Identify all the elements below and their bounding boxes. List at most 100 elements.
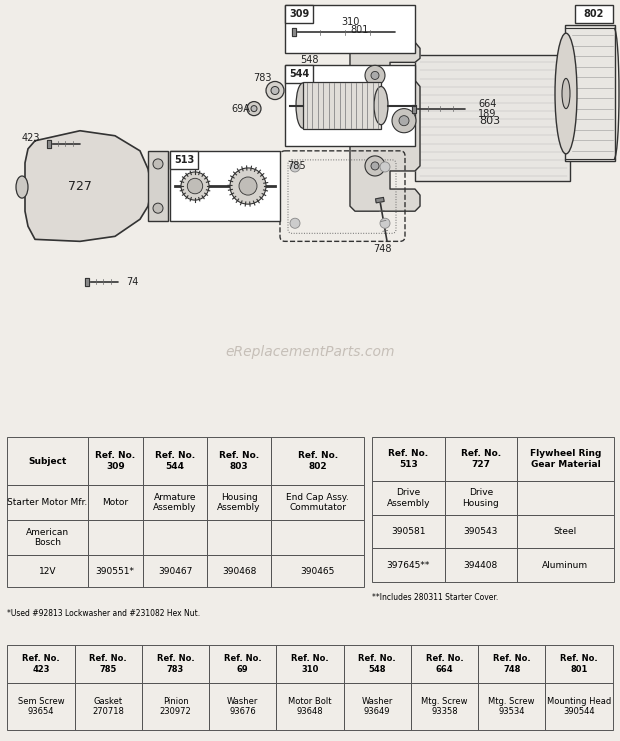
Circle shape [365,65,385,85]
Text: 397645**: 397645** [387,561,430,570]
Bar [7,683,74,730]
Bar [87,437,143,485]
Bar [285,65,313,84]
Polygon shape [412,104,416,113]
Text: Mounting Head
390544: Mounting Head 390544 [547,697,611,716]
Circle shape [399,116,409,126]
Bar [445,548,517,582]
Bar [170,151,280,222]
Bar [285,5,313,23]
Ellipse shape [16,176,28,198]
Bar [209,683,277,730]
Bar [87,520,143,555]
Text: Ref. No.
548: Ref. No. 548 [358,654,396,674]
Text: Motor: Motor [102,498,128,507]
Text: 310: 310 [341,17,359,27]
Polygon shape [350,42,420,211]
Ellipse shape [555,33,577,154]
Text: Steel: Steel [554,528,577,536]
Text: Subject: Subject [29,456,67,465]
Bar [143,555,207,587]
Text: Ref. No.
783: Ref. No. 783 [157,654,194,674]
Circle shape [266,82,284,99]
Circle shape [290,162,300,172]
Text: 309: 309 [289,9,309,19]
Ellipse shape [374,87,388,124]
Polygon shape [85,278,89,285]
Text: Armature
Assembly: Armature Assembly [153,493,197,512]
Circle shape [239,177,257,195]
Bar [517,437,614,481]
Bar [285,65,415,146]
Bar [546,645,613,683]
Bar [546,683,613,730]
Bar [565,25,615,161]
Text: Aluminum: Aluminum [542,561,588,570]
Text: 390581: 390581 [391,528,425,536]
Bar [272,437,364,485]
Bar [478,683,546,730]
Bar [207,437,272,485]
Text: 748: 748 [373,245,391,254]
Text: Gasket
270718: Gasket 270718 [92,697,124,716]
Bar [372,548,445,582]
Circle shape [290,219,300,228]
Bar [445,481,517,515]
Text: 189: 189 [478,109,497,119]
Text: **Includes 280311 Starter Cover.: **Includes 280311 Starter Cover. [372,594,498,602]
Circle shape [271,87,279,95]
Bar [445,437,517,481]
Text: 423: 423 [22,133,40,143]
Bar [575,5,613,23]
Text: 74: 74 [126,276,138,287]
Text: 801: 801 [351,25,369,35]
Bar [143,437,207,485]
Bar [478,645,546,683]
Text: Ref. No.
802: Ref. No. 802 [298,451,338,471]
Bar [411,683,478,730]
Bar [7,485,87,520]
Text: 513: 513 [174,155,194,165]
Bar [87,555,143,587]
Circle shape [371,71,379,79]
Polygon shape [292,28,296,36]
Circle shape [187,179,203,194]
Text: 390551*: 390551* [95,567,135,576]
Text: 803: 803 [479,116,500,126]
Bar [372,481,445,515]
Bar [142,645,209,683]
Text: 802: 802 [584,9,604,19]
Bar [74,645,142,683]
Bar [148,151,168,222]
Circle shape [392,109,416,133]
Text: Ref. No.
803: Ref. No. 803 [219,451,259,471]
Circle shape [247,102,261,116]
Text: Ref. No.
423: Ref. No. 423 [22,654,60,674]
Text: Ref. No.
513: Ref. No. 513 [388,449,428,468]
Text: *Used #92813 Lockwasher and #231082 Hex Nut.: *Used #92813 Lockwasher and #231082 Hex … [7,609,200,618]
Bar [207,555,272,587]
Bar [272,555,364,587]
Bar [415,56,570,181]
Bar [303,82,381,129]
Text: 12V: 12V [39,567,56,576]
Text: Ref. No.
727: Ref. No. 727 [461,449,501,468]
Polygon shape [25,130,150,242]
Text: Mtg. Screw
93358: Mtg. Screw 93358 [421,697,467,716]
Text: Ref. No.
310: Ref. No. 310 [291,654,329,674]
Bar [285,5,415,53]
Bar [343,645,411,683]
Text: 783: 783 [254,73,272,84]
Bar [277,645,343,683]
Circle shape [153,159,163,169]
Text: 394408: 394408 [464,561,498,570]
Text: 727: 727 [68,179,92,193]
Polygon shape [47,140,51,148]
Circle shape [365,156,385,176]
Text: eReplacementParts.com: eReplacementParts.com [225,345,395,359]
Bar [517,481,614,515]
Text: Ref. No.
785: Ref. No. 785 [89,654,127,674]
Text: 69A: 69A [231,104,250,113]
Bar [87,485,143,520]
Text: Drive
Housing: Drive Housing [463,488,499,508]
